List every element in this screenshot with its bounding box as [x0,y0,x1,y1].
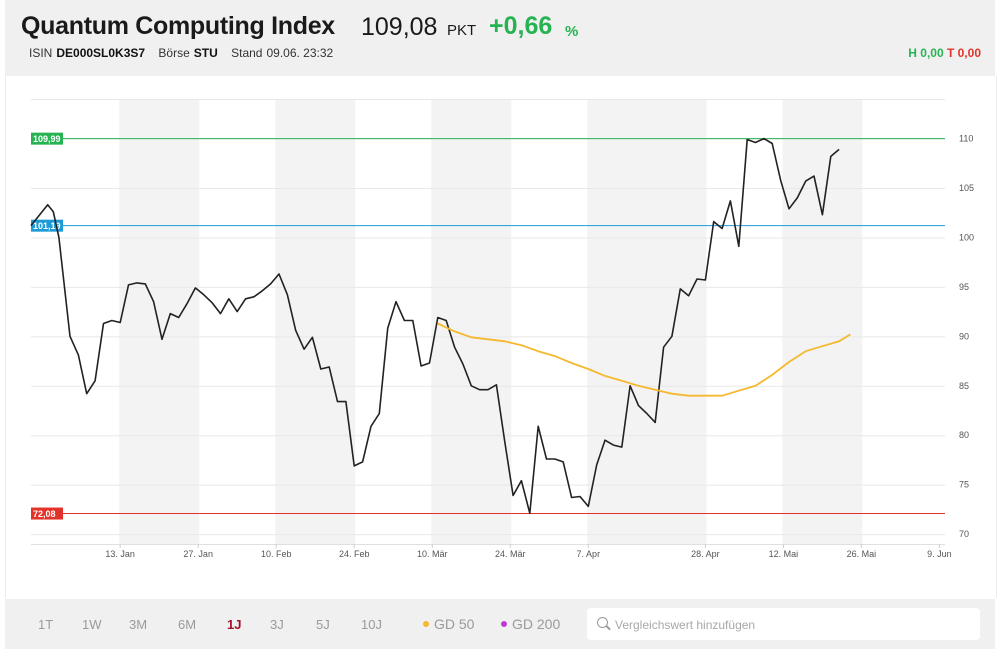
period-1j[interactable]: 1J [227,617,242,632]
isin-value: DE000SL0K3S7 [56,46,146,60]
chart-band-3 [587,99,707,544]
period-10j[interactable]: 10J [361,617,382,632]
gd200-label: GD 200 [512,616,561,632]
price-unit: PKT [447,22,477,39]
reference-label-1: 101,19 [33,221,61,231]
chart-band-1 [275,99,356,544]
gd50-line [437,322,851,397]
gd50-dot-icon [423,621,429,628]
gd200-toggle[interactable]: GD 200 [501,616,560,632]
y-tick-label-4: 90 [959,331,969,341]
reference-label-2: 72,08 [33,509,56,519]
chart-svg[interactable]: 70 75 80 85 90 95 100 105 110 13. Jan 27. Jan 10. F… [6,76,996,598]
y-tick-label-2: 80 [959,430,969,440]
chart-band-4 [782,99,863,544]
reference-tag-2 [31,507,63,520]
x-tick-label-10: 9. Jun [927,549,952,559]
chart-toolbar: 1T 1W 3M 6M 1J 3J 5J 10J GD 50 GD 200 [5,599,995,649]
stand-value: 09.06. 23:32 [266,46,334,60]
last-price: 109,08 [361,13,438,41]
high-low: H 0,00 T 0,00 [908,46,981,60]
reference-tag-0 [31,132,63,145]
y-tick-label-3: 85 [959,381,969,391]
exchange-label: Börse [158,46,190,60]
y-tick-label-5: 95 [959,282,969,292]
chart-band-0 [119,99,200,544]
period-5j[interactable]: 5J [316,617,330,632]
y-tick-label-8: 110 [959,134,973,144]
price-change: +0,66 [489,12,553,40]
period-1w[interactable]: 1W [82,617,102,632]
gd50-toggle[interactable]: GD 50 [423,616,474,632]
chart-band-2 [431,99,512,544]
compare-search-input[interactable] [613,608,977,642]
reference-label-0: 109,99 [33,134,61,144]
search-icon [597,617,608,628]
high-value: H 0,00 [908,46,944,60]
page-title: Quantum Computing Index [21,12,335,40]
exchange-value: STU [193,46,218,60]
period-3j[interactable]: 3J [270,617,284,632]
price-change-unit: % [565,23,579,40]
y-tick-label-1: 75 [959,480,969,490]
x-tick-label-1: 27. Jan [183,549,213,559]
y-tick-label-0: 70 [959,529,969,539]
x-tick-label-4: 10. Mär [417,549,448,559]
period-1t[interactable]: 1T [38,617,54,632]
y-tick-label-7: 105 [959,183,974,193]
x-tick-label-8: 12. Mai [769,549,799,559]
x-tick-label-2: 10. Feb [261,549,292,559]
period-3m[interactable]: 3M [129,617,148,632]
x-tick-label-5: 24. Mär [495,549,526,559]
gd50-label: GD 50 [434,616,475,632]
x-tick-label-6: 7. Apr [577,549,601,559]
x-tick-label-9: 26. Mai [847,549,877,559]
x-tick-label-7: 28. Apr [691,549,720,559]
compare-search[interactable] [587,608,980,642]
gd200-dot-icon [501,621,507,628]
period-6m[interactable]: 6M [178,617,197,632]
y-tick-label-6: 100 [959,232,974,242]
x-tick-label-0: 13. Jan [105,549,135,559]
x-tick-label-3: 24. Feb [339,549,370,559]
low-value: T 0,00 [946,46,981,60]
quote-meta: ISIN DE000SL0K3S7 Börse STU Stand 09.06. 23… [29,46,337,60]
stand-label: Stand [231,46,263,60]
isin-label: ISIN [29,46,53,60]
price-chart[interactable]: 70 75 80 85 90 95 100 105 110 13. Jan 27. Jan 10. F… [5,76,997,598]
price-line [30,137,840,515]
quote-header: Quantum Computing Index 109,08 PKT +0,66… [5,0,995,76]
